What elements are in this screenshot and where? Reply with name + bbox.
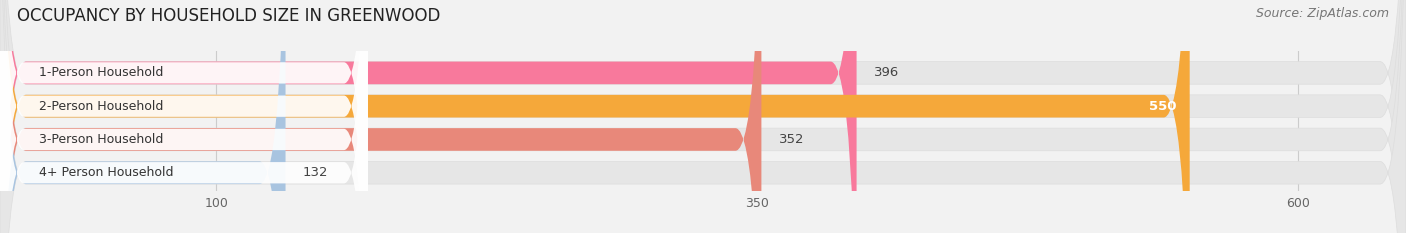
Text: 550: 550 bbox=[1149, 100, 1177, 113]
FancyBboxPatch shape bbox=[0, 0, 856, 233]
Text: 132: 132 bbox=[302, 166, 329, 179]
Text: Source: ZipAtlas.com: Source: ZipAtlas.com bbox=[1256, 7, 1389, 20]
Text: OCCUPANCY BY HOUSEHOLD SIZE IN GREENWOOD: OCCUPANCY BY HOUSEHOLD SIZE IN GREENWOOD bbox=[17, 7, 440, 25]
FancyBboxPatch shape bbox=[0, 0, 368, 233]
Text: 2-Person Household: 2-Person Household bbox=[39, 100, 163, 113]
Text: 3-Person Household: 3-Person Household bbox=[39, 133, 163, 146]
Text: 352: 352 bbox=[779, 133, 804, 146]
FancyBboxPatch shape bbox=[0, 0, 1189, 233]
Text: 396: 396 bbox=[875, 66, 898, 79]
FancyBboxPatch shape bbox=[0, 0, 368, 233]
FancyBboxPatch shape bbox=[0, 0, 368, 233]
Text: 1-Person Household: 1-Person Household bbox=[39, 66, 163, 79]
FancyBboxPatch shape bbox=[0, 0, 762, 233]
FancyBboxPatch shape bbox=[0, 0, 285, 233]
Text: 4+ Person Household: 4+ Person Household bbox=[39, 166, 173, 179]
FancyBboxPatch shape bbox=[0, 0, 368, 233]
